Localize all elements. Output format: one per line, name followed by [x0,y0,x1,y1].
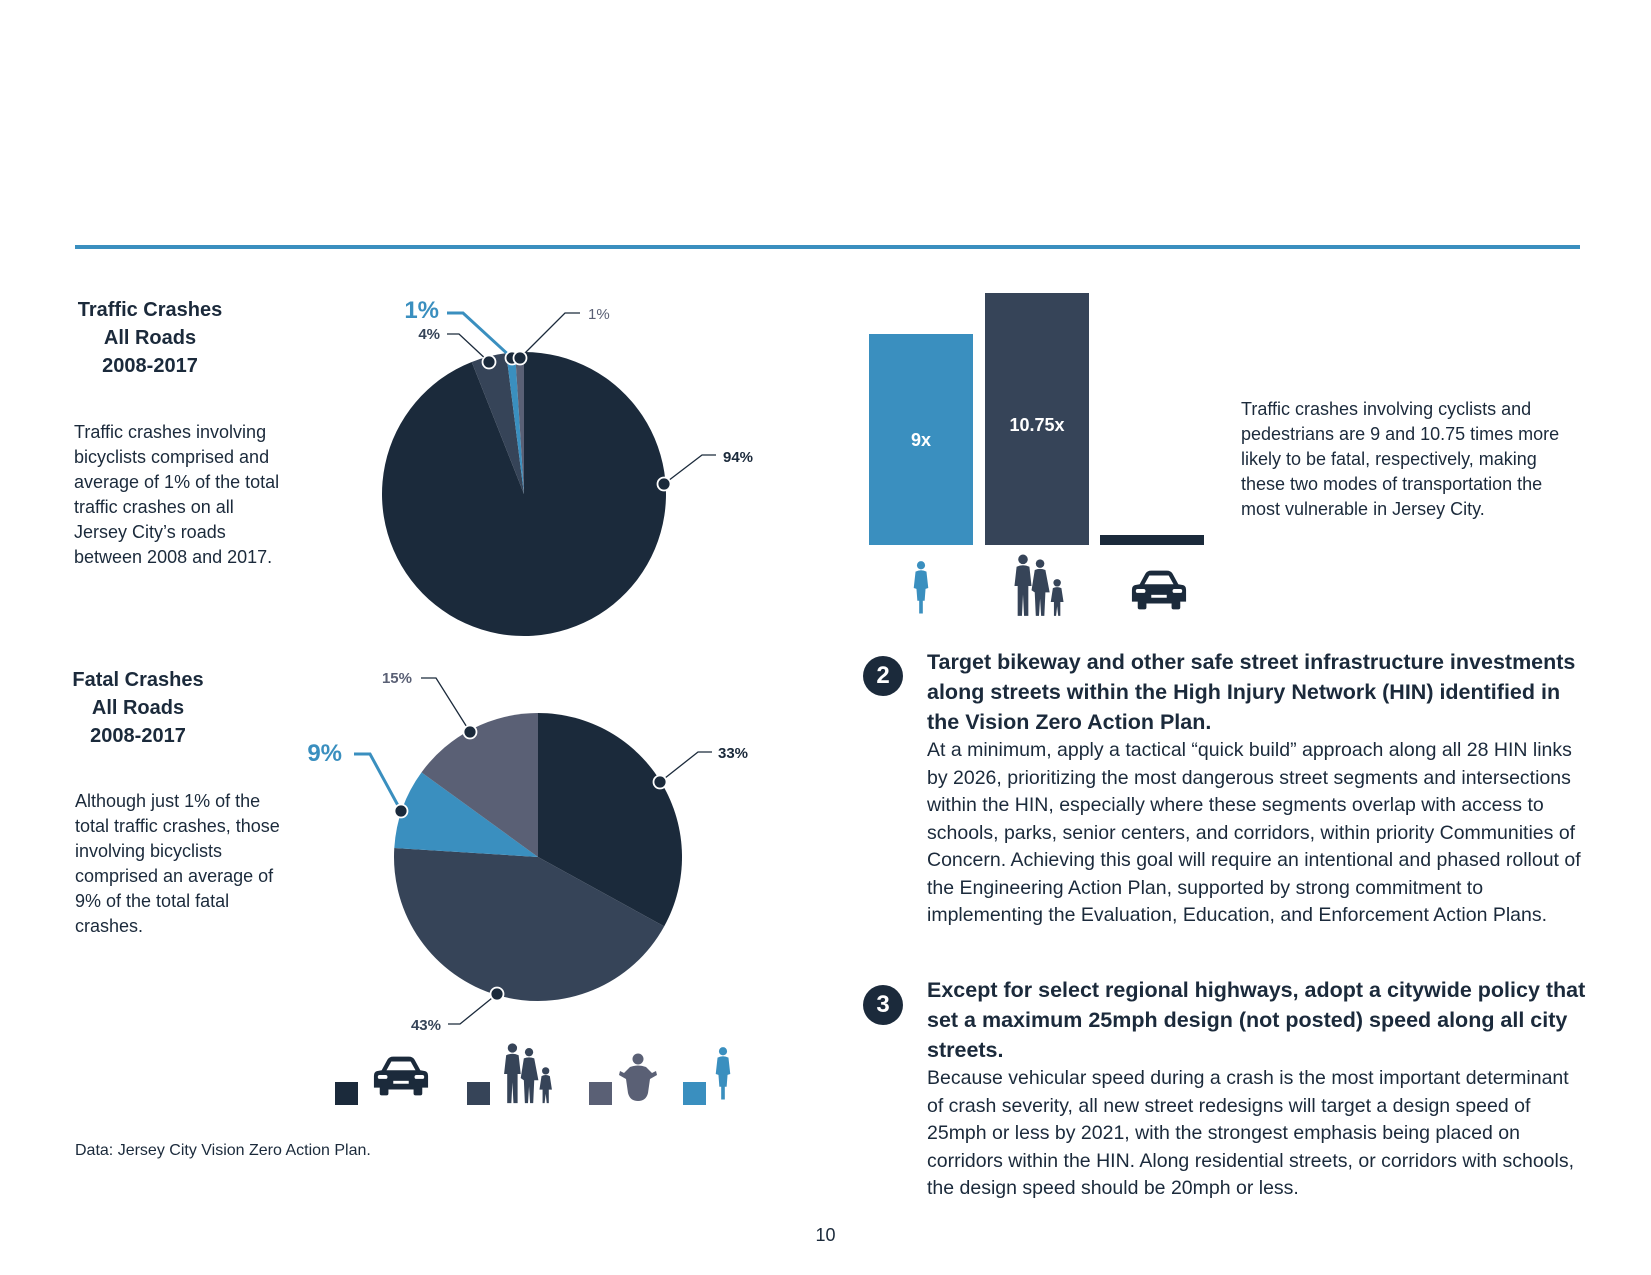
goal-body: At a minimum, apply a tactical “quick bu… [927,739,1581,926]
fatal-crashes-pie: 33% 43% 9% 15% [307,670,748,1034]
chart1-description: Traffic crashes involving bicyclists com… [74,422,280,567]
chart2-title-line: Fatal Crashes [72,669,204,691]
pie2-data-label: 43% [411,1017,441,1034]
pedestrians-icon [1014,554,1064,616]
pedestrians-icon [504,1043,552,1104]
goal-heading: Target bikeway and other safe street inf… [927,650,1576,734]
pie2-data-label: 9% [307,740,342,767]
pie2-slice-pedestrian [393,847,665,1002]
goal-heading: Except for select regional highways, ado… [927,978,1586,1062]
bar-data-label: 9x [911,430,931,450]
pie1-slice-motorcycle [515,352,524,494]
chart2-title: Fatal Crashes All Roads 2008-2017 [48,666,228,750]
legend-swatch [589,1082,612,1105]
goal-number-badge: 2 [863,656,903,696]
chart2-title-line: 2008-2017 [90,725,186,747]
pie1-leader-dot [656,476,672,492]
pie2-leader-line [421,677,471,733]
car-icon [373,1056,429,1096]
chart1-title-line: All Roads [103,327,197,349]
pie1-data-label: 1% [404,297,439,324]
pie2-leader-line [354,752,403,812]
pie2-leader-line [659,751,712,783]
pie1-data-label: 94% [723,449,753,466]
bar-cyclists [869,334,973,545]
pie1-leader-line [519,312,580,359]
fatal-crashes-legend [335,1043,731,1105]
fatality-likelihood-bars: 9x 10.75x [869,293,1204,616]
motorcyclist-icon [619,1053,657,1101]
pie2-data-label: 15% [382,670,412,687]
bar-chart-note: Traffic crashes involving cyclists and p… [1241,399,1560,519]
bar-pedestrians [985,293,1089,545]
pie1-leader-line [447,333,490,363]
goal-number-badge: 3 [863,985,903,1025]
pie1-data-label: 1% [588,306,610,323]
pie2-slice-bicyclist [394,772,538,857]
pie1-leader-dot [481,354,497,370]
data-source: Data: Jersey City Vision Zero Action Pla… [75,1142,371,1159]
cyclist-icon [913,561,929,614]
page-number: 10 [815,1225,836,1245]
chart2-description: Although just 1% of the total traffic cr… [75,791,280,936]
pie1-data-label: 4% [418,326,440,343]
pie2-leader-dot [652,774,668,790]
pie2-data-label: 33% [718,745,748,762]
legend-swatch [683,1082,706,1105]
traffic-crashes-pie: 94% 4% 1% 1% [381,297,753,637]
header-rule [75,245,1580,249]
pie2-leader-dot [393,803,409,819]
goal-body: Because vehicular speed during a crash i… [927,1067,1575,1199]
pie1-slice-pedestrian [471,353,524,494]
pie2-leader-dot [489,986,505,1002]
legend-swatch [335,1082,358,1105]
pie2-leader-line [448,993,498,1025]
pie1-leader-dot [512,350,528,366]
bar-vehicles [1100,535,1204,545]
pie2-slice-motor-vehicle [538,713,683,927]
bar-data-label: 10.75x [1009,415,1064,435]
pie1-leader-line [447,311,514,360]
cyclist-icon [715,1047,731,1100]
chart1-title: Traffic Crashes All Roads 2008-2017 [60,296,240,380]
pie1-slice-motor-vehicle [381,352,666,637]
pie1-slice-bicyclist [506,352,524,494]
legend-swatch [467,1082,490,1105]
chart1-title-line: Traffic Crashes [77,299,223,321]
pie1-leader-line [663,454,716,485]
chart1-title-line: 2008-2017 [102,355,198,377]
pie2-leader-dot [462,724,478,740]
car-icon [1131,570,1187,610]
chart2-title-line: All Roads [91,697,185,719]
pie2-slice-motorcycle [421,713,538,857]
